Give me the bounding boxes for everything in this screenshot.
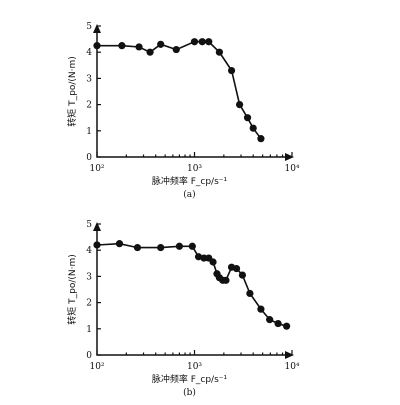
data-point [194,253,203,261]
data-point [209,258,217,266]
x-axis-title: 脉冲频率 F_cp/s⁻¹ [152,373,228,385]
data-point [243,114,252,122]
data-point [205,38,213,46]
series-line [96,242,287,327]
y-tick-label: 0 [86,351,92,361]
data-point [274,319,282,328]
data-point [227,66,236,75]
y-tick-label: 4 [86,246,92,256]
data-point [157,243,165,252]
data-point [249,124,257,132]
y-tick-label: 0 [86,153,92,163]
y-tick-label: 3 [86,272,92,282]
data-point [257,135,265,143]
data-point [135,43,143,51]
data-point [235,101,244,109]
data-point [198,38,206,46]
y-axis-arrow [93,24,101,33]
x-tick-label: 10³ [187,164,202,174]
panel-label: (a) [183,189,195,200]
y-axis-title: 转矩 T_po/(N·m) [66,56,78,127]
data-point [133,243,142,252]
data-point [118,42,126,50]
data-point [93,42,101,50]
data-point [282,322,291,330]
x-axis-arrow [285,351,294,359]
y-tick-label: 5 [86,22,92,32]
x-tick-label: 10⁴ [284,164,299,174]
x-tick-label: 10⁴ [284,362,299,372]
data-point [257,305,265,313]
data-point [215,48,223,56]
y-tick-label: 1 [86,325,92,335]
data-point [238,271,247,279]
x-tick-label: 10² [89,164,104,174]
y-tick-label: 3 [86,74,92,84]
x-tick-label: 10² [89,362,104,372]
data-point [188,242,196,250]
data-point [172,45,180,54]
data-point [175,242,183,250]
panel-b-chart: 0 1 2 3 4 5 10² 10³ 10⁴ 脉冲频率 F_cp/s⁻¹ 转矩 T_po/(N·m… [66,220,300,398]
data-point [246,289,254,298]
x-axis-title: 脉冲频率 F_cp/s⁻¹ [152,175,228,187]
data-point [232,264,241,273]
y-tick-label: 4 [86,48,92,58]
series-line [97,40,262,140]
data-point [93,241,101,249]
data-point [157,40,165,48]
data-point [115,240,124,248]
data-point [190,38,199,46]
y-tick-label: 1 [86,127,92,137]
data-point [146,48,154,56]
y-tick-label: 2 [86,101,92,111]
y-axis-arrow [93,222,101,231]
y-axis-title: 转矩 T_po/(N·m) [66,254,78,325]
data-point [266,316,274,324]
y-tick-label: 5 [86,220,92,230]
data-point [222,276,230,284]
panel-a-chart: 0 1 2 3 4 5 10² 10³ 10⁴ 脉冲频率 F_cp/s⁻¹ 转矩 T_po/(N·m… [66,22,300,200]
x-tick-label: 10³ [187,362,202,372]
x-axis-arrow [285,153,294,161]
panel-label: (b) [183,387,196,398]
y-tick-label: 2 [86,299,92,309]
